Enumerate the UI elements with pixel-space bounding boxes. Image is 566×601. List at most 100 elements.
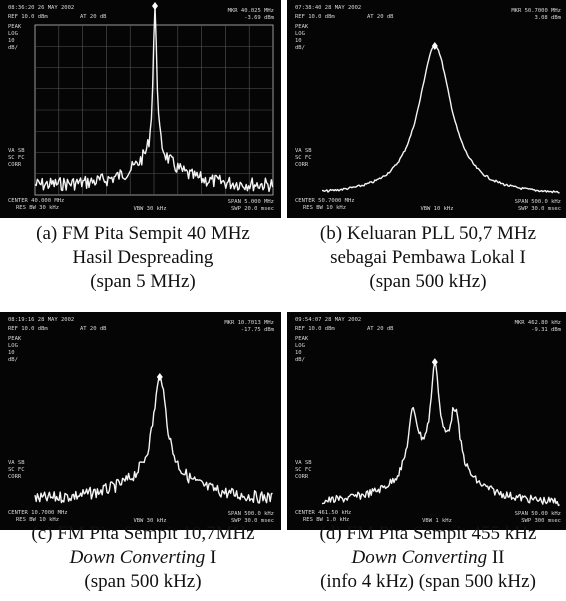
- spectrum-screen: 08:19:16 28 MAY 2002 REF 10.0 dBm AT 20 dB…: [8, 317, 275, 524]
- screen-text: PEAK: [8, 336, 22, 342]
- caption-text: Hasil Despreading: [72, 247, 214, 268]
- screen-text: CENTER 461.50 kHz: [295, 510, 351, 516]
- screen-text: LOG: [8, 31, 18, 37]
- screen-text: VBW 1 kHz: [422, 518, 452, 524]
- screen-text: 10: [295, 38, 302, 44]
- screen-text: MKR 10.7013 MHz: [224, 320, 274, 326]
- screen-text: LOG: [295, 31, 305, 37]
- screen-text: CENTER 10.7000 MHz: [8, 510, 68, 516]
- spectrum-trace: [34, 376, 273, 504]
- screen-text: 3.08 dBm: [535, 15, 562, 21]
- screen-text: SC FC: [295, 467, 312, 473]
- screen-text: dB/: [295, 357, 305, 363]
- screen-text: SWP 30.0 msec: [231, 518, 274, 524]
- screen-text: SC FC: [295, 155, 312, 161]
- caption-text: (a) FM Pita Sempit 40 MHz: [36, 223, 250, 244]
- screen-text: SWP 300 msec: [521, 518, 561, 524]
- screen-text: CORR: [295, 162, 309, 168]
- spectrum-panel: 07:38:40 28 MAY 2002 REF 10.0 dBm AT 20 dB…: [287, 0, 566, 218]
- caption-text: (span 500 kHz): [369, 271, 487, 292]
- screen-text: 08:36:20 26 MAY 2002: [8, 5, 74, 11]
- screen-text: REF 10.0 dBm: [8, 14, 48, 20]
- caption: (b) Keluaran PLL 50,7 MHz sebagai Pembawa…: [285, 222, 566, 294]
- caption-line: (span 500 kHz): [0, 570, 286, 594]
- screen-text: CORR: [295, 474, 309, 480]
- screen-text: dB/: [8, 357, 18, 363]
- screen-text: PEAK: [8, 24, 22, 30]
- marker-diamond: [431, 42, 438, 51]
- screen-text: SPAN 50.00 kHz: [515, 511, 561, 517]
- spectrum-panel: 08:36:20 26 MAY 2002 REF 10.0 dBm AT 20 dB…: [0, 0, 281, 218]
- screen-text: SPAN 5.000 MHz: [228, 199, 274, 205]
- marker-diamond: [156, 372, 163, 381]
- spectrum-panel: 09:54:07 28 MAY 2002 REF 10.0 dBm AT 20 dB…: [287, 312, 566, 530]
- marker-diamond: [431, 358, 438, 367]
- caption-text: (b) Keluaran PLL 50,7 MHz: [319, 223, 537, 244]
- caption-line: (c) FM Pita Sempit 10,7MHz: [0, 522, 286, 546]
- caption-line: (info 4 kHz) (span 500 kHz): [285, 570, 566, 594]
- screen-text: SWP 20.0 msec: [231, 206, 274, 212]
- screen-text: -17.75 dBm: [241, 327, 275, 333]
- screen-text: RES BW 10 kHz: [16, 517, 59, 523]
- screen-text: RES BW 10 kHz: [303, 205, 346, 211]
- caption-text: (info 4 kHz) (span 500 kHz): [320, 571, 536, 592]
- spectrum-screen: 09:54:07 28 MAY 2002 REF 10.0 dBm AT 20 dB…: [295, 317, 562, 524]
- caption-text: sebagai Pembawa Lokal I: [330, 247, 526, 268]
- caption-line: Hasil Despreading: [0, 246, 286, 270]
- screen-text: AT 20 dB: [367, 326, 394, 332]
- caption-text: I: [205, 547, 217, 568]
- caption-italic: Down Converting: [69, 547, 206, 568]
- caption-line: (span 5 MHz): [0, 270, 286, 294]
- screen-text: CORR: [8, 474, 22, 480]
- screen-text: SWP 30.0 msec: [518, 206, 561, 212]
- caption-italic: Down Converting: [351, 547, 488, 568]
- screen-text: AT 20 dB: [80, 326, 107, 332]
- screen-text: PEAK: [295, 24, 309, 30]
- screen-text: 09:54:07 28 MAY 2002: [295, 317, 361, 323]
- caption-text: (d) FM Pita Sempit 455 kHz: [319, 523, 537, 544]
- caption-line: (b) Keluaran PLL 50,7 MHz: [285, 222, 566, 246]
- caption-text: (span 5 MHz): [90, 271, 196, 292]
- caption-text: II: [487, 547, 505, 568]
- screen-text: AT 20 dB: [80, 14, 107, 20]
- screen-text: 07:38:40 28 MAY 2002: [295, 5, 361, 11]
- screen-text: 08:19:16 28 MAY 2002: [8, 317, 74, 323]
- screen-text: VBW 30 kHz: [133, 206, 166, 212]
- screen-text: VA SB: [8, 148, 25, 154]
- screen-text: dB/: [8, 45, 18, 51]
- spectrum-trace: [34, 5, 274, 193]
- screen-text: VBW 30 kHz: [133, 518, 166, 524]
- screen-text: REF 10.0 dBm: [8, 326, 48, 332]
- spectrum-screen: 08:36:20 26 MAY 2002 REF 10.0 dBm AT 20 dB…: [8, 2, 275, 212]
- screen-text: SC FC: [8, 155, 25, 161]
- caption-text: (span 500 kHz): [84, 571, 202, 592]
- screen-text: SC FC: [8, 467, 25, 473]
- screen-text: LOG: [295, 343, 305, 349]
- marker-diamond: [152, 2, 158, 10]
- screen-text: dB/: [295, 45, 305, 51]
- screen-text: CENTER 40.000 MHz: [8, 198, 64, 204]
- caption-line: (d) FM Pita Sempit 455 kHz: [285, 522, 566, 546]
- caption: (c) FM Pita Sempit 10,7MHz Down Convertin…: [0, 522, 286, 594]
- screen-text: VBW 10 kHz: [420, 206, 453, 212]
- screen-text: PEAK: [295, 336, 309, 342]
- spectrum-trace: [322, 45, 560, 194]
- screen-text: VA SB: [295, 460, 312, 466]
- screen-text: 10: [8, 38, 15, 44]
- spectrum-panel: 08:19:16 28 MAY 2002 REF 10.0 dBm AT 20 dB…: [0, 312, 281, 530]
- caption: (d) FM Pita Sempit 455 kHz Down Convertin…: [285, 522, 566, 594]
- screen-text: CORR: [8, 162, 22, 168]
- screen-text: SPAN 500.0 kHz: [515, 199, 561, 205]
- screen-text: MKR 462.80 kHz: [515, 320, 561, 326]
- screen-text: RES BW 30 kHz: [16, 205, 59, 211]
- screen-text: 10: [295, 350, 302, 356]
- screen-text: VA SB: [295, 148, 312, 154]
- screen-text: MKR 50.7000 MHz: [511, 8, 561, 14]
- screen-text: SPAN 500.0 kHz: [228, 511, 274, 517]
- spectrum-trace: [321, 361, 560, 507]
- screen-text: -3.69 dBm: [244, 15, 274, 21]
- screen-text: VA SB: [8, 460, 25, 466]
- caption: (a) FM Pita Sempit 40 MHz Hasil Despreadi…: [0, 222, 286, 294]
- caption-line: (a) FM Pita Sempit 40 MHz: [0, 222, 286, 246]
